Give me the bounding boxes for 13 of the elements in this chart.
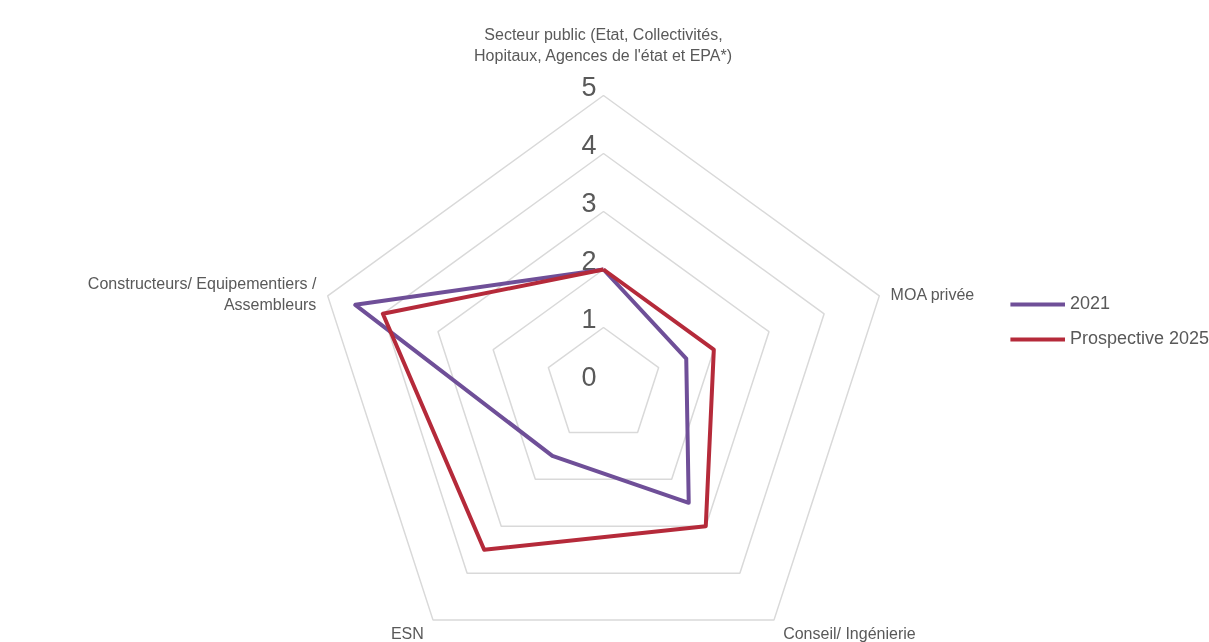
y-tick-label: 4 <box>581 129 597 160</box>
y-tick-label: 1 <box>581 303 597 334</box>
spoke-label: Conseil/ Ingénierie <box>783 624 916 642</box>
spoke-label: Constructeurs/ Equipementiers / Assembleurs <box>87 275 317 313</box>
spoke-label: Secteur public (Etat, Collectivités, Hopitaux, Agences de l'état et EPA*) <box>474 26 733 64</box>
y-tick-label: 2 <box>581 245 597 276</box>
y-tick-label: 5 <box>581 71 597 102</box>
spoke-label: MOA privée <box>890 285 975 303</box>
spoke-label: ESN <box>390 624 424 642</box>
y-tick-label: 3 <box>581 187 597 218</box>
legend-label: 2021 <box>1069 293 1110 314</box>
y-tick-label: 0 <box>581 361 597 392</box>
legend-label: Prospective 2025 <box>1069 328 1209 349</box>
